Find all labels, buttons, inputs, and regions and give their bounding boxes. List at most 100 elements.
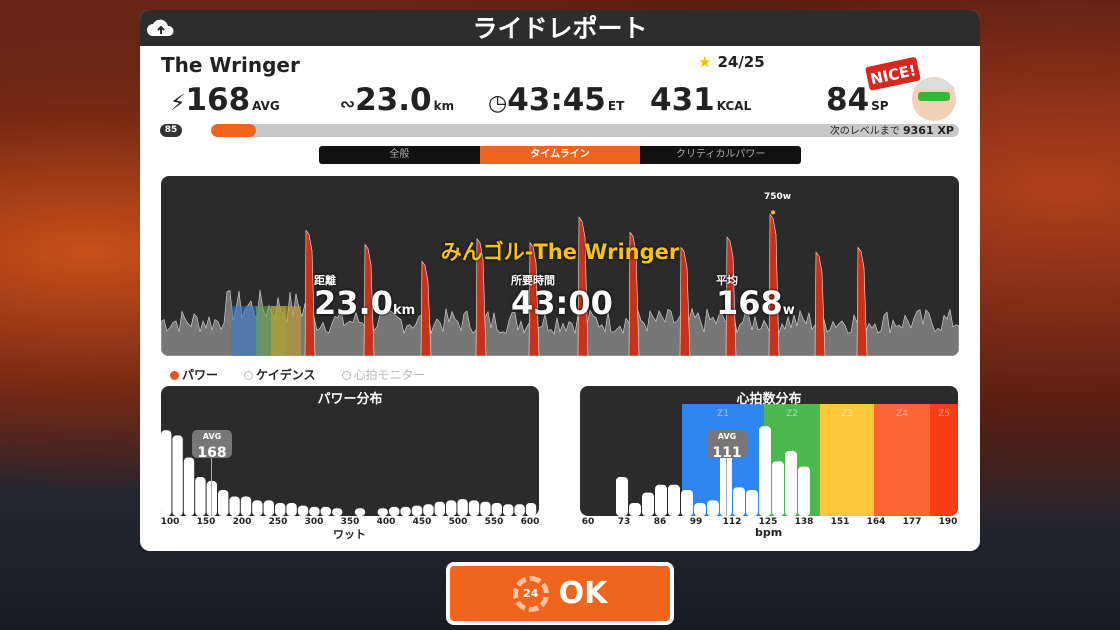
sprint-peak xyxy=(528,241,540,356)
hr-distribution-title: 心拍数分布 xyxy=(736,392,802,407)
histogram-bar xyxy=(457,499,468,516)
sprint-peak xyxy=(725,236,737,356)
radio-power[interactable]: パワー xyxy=(170,366,218,383)
hr-zone-label: Z1 xyxy=(717,409,729,419)
histogram-bar xyxy=(389,506,400,516)
histogram-bar xyxy=(275,503,286,516)
histogram-bar xyxy=(354,508,366,516)
histogram-bar xyxy=(746,490,758,516)
histogram-bar xyxy=(707,500,719,516)
histogram-bar xyxy=(229,496,240,516)
histogram-bar xyxy=(772,461,784,516)
bolt-icon: ⚡ xyxy=(170,91,186,116)
axis-tick: 300 xyxy=(304,517,324,527)
sprint-peak xyxy=(768,213,780,356)
histogram-bar xyxy=(172,435,183,516)
xp-progress-bar xyxy=(211,124,959,137)
histogram-bar xyxy=(332,508,343,516)
histogram-bar xyxy=(161,430,172,516)
histogram-bar xyxy=(377,508,388,516)
histogram-bar xyxy=(642,492,654,516)
histogram-bar xyxy=(694,503,706,516)
axis-tick: 73 xyxy=(617,517,631,527)
hr-zone-Z3 xyxy=(820,404,874,516)
hr-zone-Z5 xyxy=(930,404,958,516)
sprint-peak xyxy=(420,260,432,356)
sprint-peak xyxy=(475,237,487,356)
power-stat: ⚡168 AVG xyxy=(170,82,280,118)
axis-tick: 450 xyxy=(412,517,432,527)
tab-timeline[interactable]: タイムライン xyxy=(479,146,641,164)
axis-tick: 112 xyxy=(722,517,742,527)
axis-tick: 86 xyxy=(653,517,667,527)
axis-tick: 151 xyxy=(830,517,850,527)
timeline-distance: 距離 23.0km xyxy=(314,274,416,322)
peak-marker xyxy=(771,210,775,215)
timeline-average: 平均 168w xyxy=(716,274,795,322)
header: ライドレポート xyxy=(140,10,980,46)
histogram-bar xyxy=(309,506,320,516)
histogram-bar xyxy=(297,505,309,516)
histogram-bar xyxy=(183,457,195,516)
axis-tick: 200 xyxy=(232,517,252,527)
axis-tick: 125 xyxy=(758,517,778,527)
hr-zone-Z4 xyxy=(874,404,930,516)
clock-icon: ◷ xyxy=(488,91,508,116)
axis-tick: 400 xyxy=(376,517,396,527)
histogram-bar xyxy=(320,506,331,516)
xp-progress-fill xyxy=(211,124,256,137)
ok-button[interactable]: 24 OK xyxy=(446,562,674,625)
histogram-bar xyxy=(629,503,641,516)
route-stars: ★ 24/25 xyxy=(698,53,765,71)
axis-tick: 190 xyxy=(938,517,958,527)
power-distribution-chart: パワー分布 AVG 168 xyxy=(161,386,539,516)
tab-critical-power[interactable]: クリティカルパワー xyxy=(675,149,766,160)
histogram-bar xyxy=(668,484,680,516)
histogram-bar xyxy=(681,490,693,516)
sprint-peak xyxy=(679,246,691,356)
timeline-route-title: みんゴル-The Wringer xyxy=(440,240,680,264)
axis-tick: 164 xyxy=(866,517,886,527)
sprint-peak xyxy=(304,229,316,356)
histogram-bar xyxy=(525,503,537,516)
axis-tick: 350 xyxy=(340,517,360,527)
hr-zone-label: Z2 xyxy=(786,409,798,419)
histogram-bar xyxy=(759,426,771,516)
timeline-power-graph xyxy=(161,210,959,356)
hr-axis-label: bpm xyxy=(755,526,783,539)
hr-zone-label: Z5 xyxy=(938,409,950,419)
cloud-upload-icon[interactable] xyxy=(146,18,176,38)
xp-remaining: 次のレベルまで 9361 XP xyxy=(829,124,954,137)
histogram-bar xyxy=(468,500,480,516)
hr-histogram: Z1 Z2 Z3 Z4 Z5 xyxy=(616,404,958,516)
axis-tick: 550 xyxy=(484,517,504,527)
sprint-peak xyxy=(814,251,826,356)
badge-24-icon: 24 xyxy=(512,575,549,612)
level-badge: 85 xyxy=(160,124,182,137)
axis-tick: 100 xyxy=(160,517,180,527)
radio-cadence[interactable]: ケイデンス xyxy=(244,366,316,383)
hr-zone-label: Z3 xyxy=(841,409,853,419)
sp-stat: 84 SP xyxy=(826,82,889,118)
axis-tick: 150 xyxy=(196,517,216,527)
histogram-bar xyxy=(733,487,745,516)
sprint-peak xyxy=(363,243,375,356)
route-icon: ∾ xyxy=(340,94,356,115)
graph-type-selector: パワー ケイデンス 心拍モニター xyxy=(170,366,426,383)
histogram-bar xyxy=(655,484,667,516)
histogram-bar xyxy=(423,504,434,516)
report-tabs: 全般 タイムライン クリティカルパワー xyxy=(319,146,801,164)
histogram-bar xyxy=(218,490,229,516)
axis-tick: 177 xyxy=(902,517,922,527)
tab-overview[interactable]: 全般 xyxy=(389,149,410,160)
power-avg-tag: AVG 168 xyxy=(192,430,232,460)
zone-band xyxy=(271,306,301,356)
histogram-bar xyxy=(240,496,252,516)
page-title: ライドレポート xyxy=(472,14,648,43)
distance-stat: ∾23.0 km xyxy=(340,82,455,118)
axis-tick: 500 xyxy=(448,517,468,527)
power-axis-label: ワット xyxy=(333,528,366,541)
timeline-chart: 750w みんゴル-The Wringer 距離 23.0km 所要時間 43:00… xyxy=(161,176,959,356)
sprint-peak xyxy=(577,216,589,356)
axis-tick: 600 xyxy=(520,517,540,527)
